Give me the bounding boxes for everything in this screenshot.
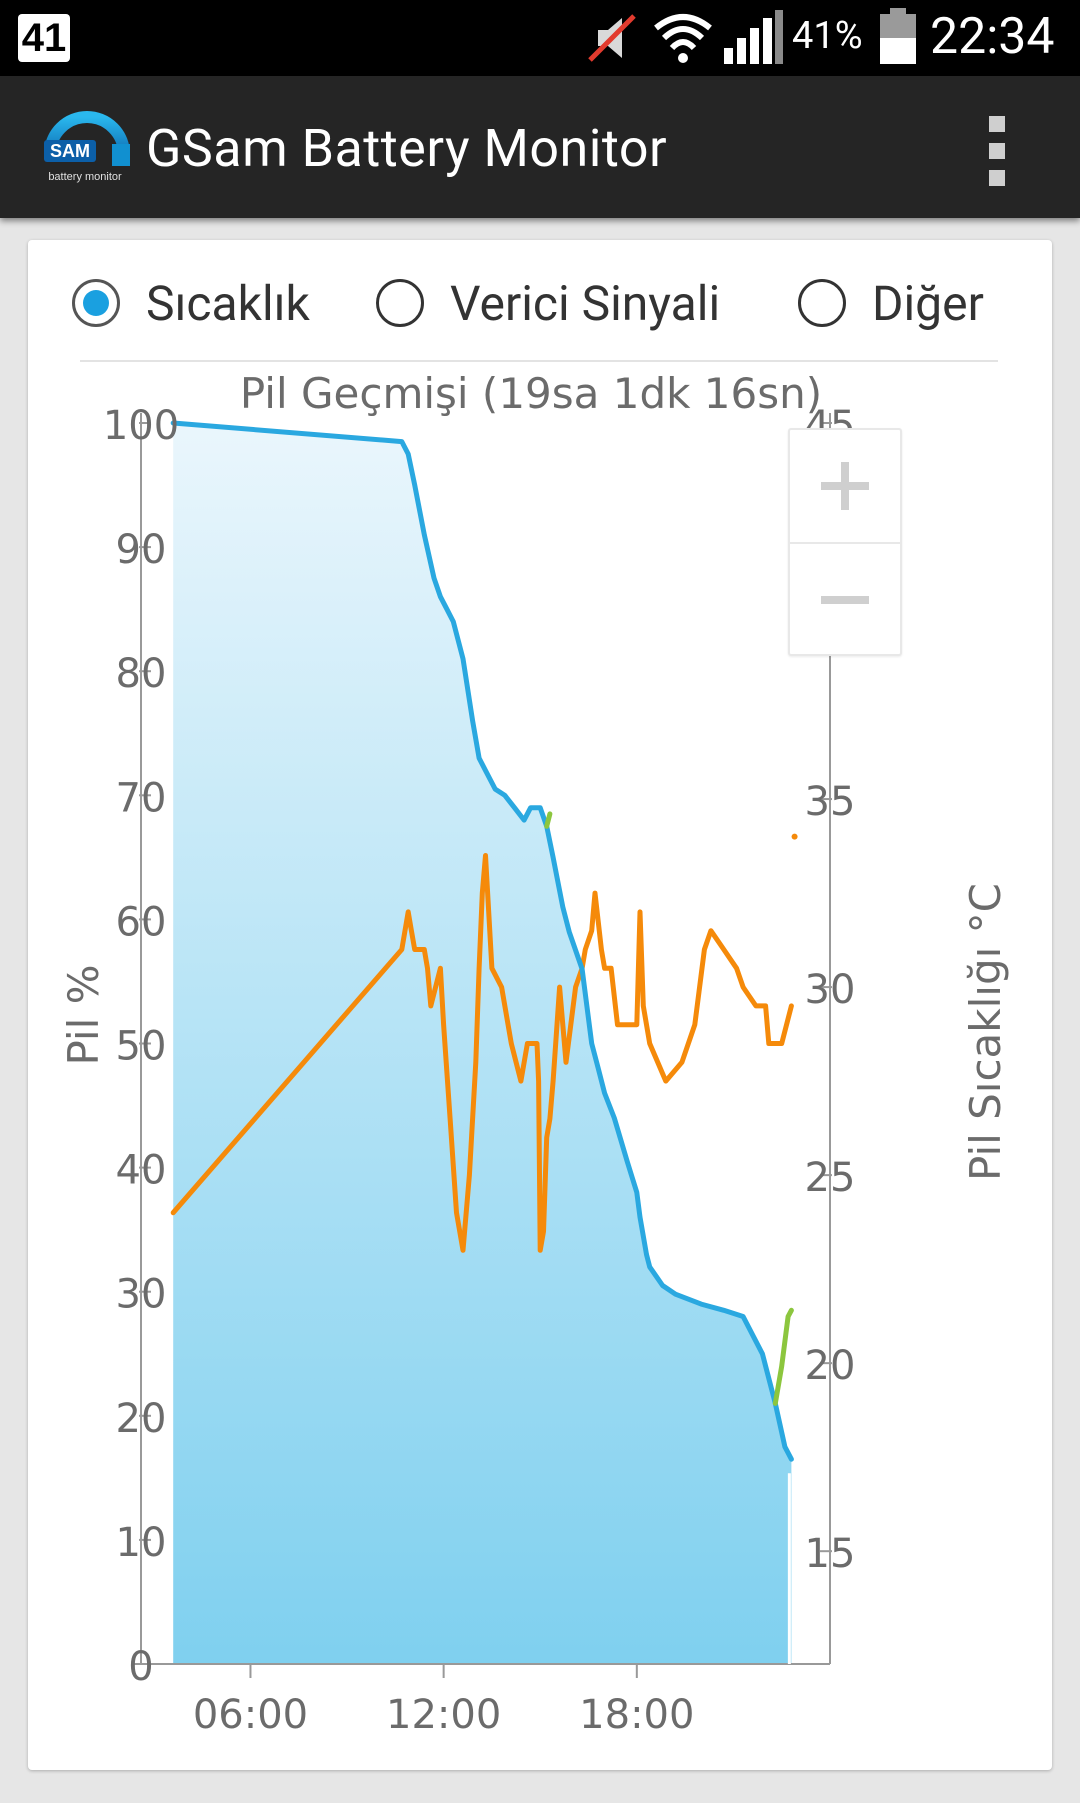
left-tick-label: 60 [116,899,167,945]
svg-text:battery monitor: battery monitor [48,171,122,183]
radio-selected-icon[interactable] [72,279,120,327]
status-bar: 41 41% 22:34 [0,0,1080,76]
right-tick-label: 30 [805,967,856,1013]
clock: 22:34 [930,8,1055,66]
right-tick-label: 15 [805,1531,856,1577]
right-tick-label: 25 [805,1155,856,1201]
overflow-menu-icon[interactable] [982,116,1012,186]
radio-signal[interactable]: Verici Sinyali [376,268,720,338]
left-tick-label: 30 [116,1272,167,1318]
left-tick-label: 50 [116,1024,167,1070]
muted-icon [588,14,636,62]
charging-line [544,811,553,829]
divider [80,360,998,362]
left-tick-label: 10 [116,1520,167,1566]
left-tick-label: 70 [116,775,167,821]
radio-unselected-icon[interactable] [798,279,846,327]
battery-icon [880,8,916,64]
x-tick-label: 18:00 [579,1692,694,1738]
x-tick-label: 06:00 [193,1692,308,1738]
left-axis-title: Pil % [59,964,108,1065]
left-tick-label: 0 [128,1644,153,1690]
zoom-controls [788,428,902,656]
left-tick-label: 80 [116,651,167,697]
battery-area [173,423,792,1664]
left-tick-label: 40 [116,1148,167,1194]
app-bar: SAM battery monitor GSam Battery Monitor [0,76,1080,218]
x-tick-label: 12:00 [386,1692,501,1738]
wifi-icon [654,14,712,63]
battery-line [170,420,794,1462]
svg-text:SAM: SAM [50,141,90,161]
notification-badge: 41 [18,14,70,62]
radio-other-label: Diğer [872,274,984,332]
left-tick-label: 20 [116,1396,167,1442]
battery-percent: 41% [792,14,863,58]
left-tick-label: 90 [116,527,167,573]
radio-temperature-label: Sıcaklık [146,274,310,332]
signal-icon [724,10,783,64]
right-tick-label: 20 [805,1343,856,1389]
temperature-line [170,853,794,1253]
battery-history-chart[interactable]: 01020304050607080901001520253035404506:0… [28,240,1052,1770]
radio-unselected-icon[interactable] [376,279,424,327]
chart-card: Sıcaklık Verici Sinyali Diğer 0 10 20 30 40 5… [28,240,1052,1770]
right-axis-title: Pil Sıcaklığı °C [961,883,1010,1181]
left-tick-label: 100 [103,403,179,449]
zoom-out-button[interactable] [790,542,900,656]
radio-temperature[interactable]: Sıcaklık [72,268,310,338]
zoom-in-button[interactable] [790,430,900,542]
chart-title: Pil Geçmişi (19sa 1dk 16sn) [240,369,822,418]
app-logo: SAM battery monitor [44,111,130,183]
minus-icon [821,596,869,604]
radio-other[interactable]: Diğer [798,268,984,338]
charging-line [772,1307,794,1406]
temperature-point [791,833,798,840]
plus-icon [821,462,869,510]
app-title: GSam Battery Monitor [146,118,668,179]
chart-mode-radio-group: Sıcaklık Verici Sinyali Diğer [28,240,1052,362]
right-tick-label: 35 [805,779,856,825]
radio-signal-label: Verici Sinyali [450,274,721,332]
